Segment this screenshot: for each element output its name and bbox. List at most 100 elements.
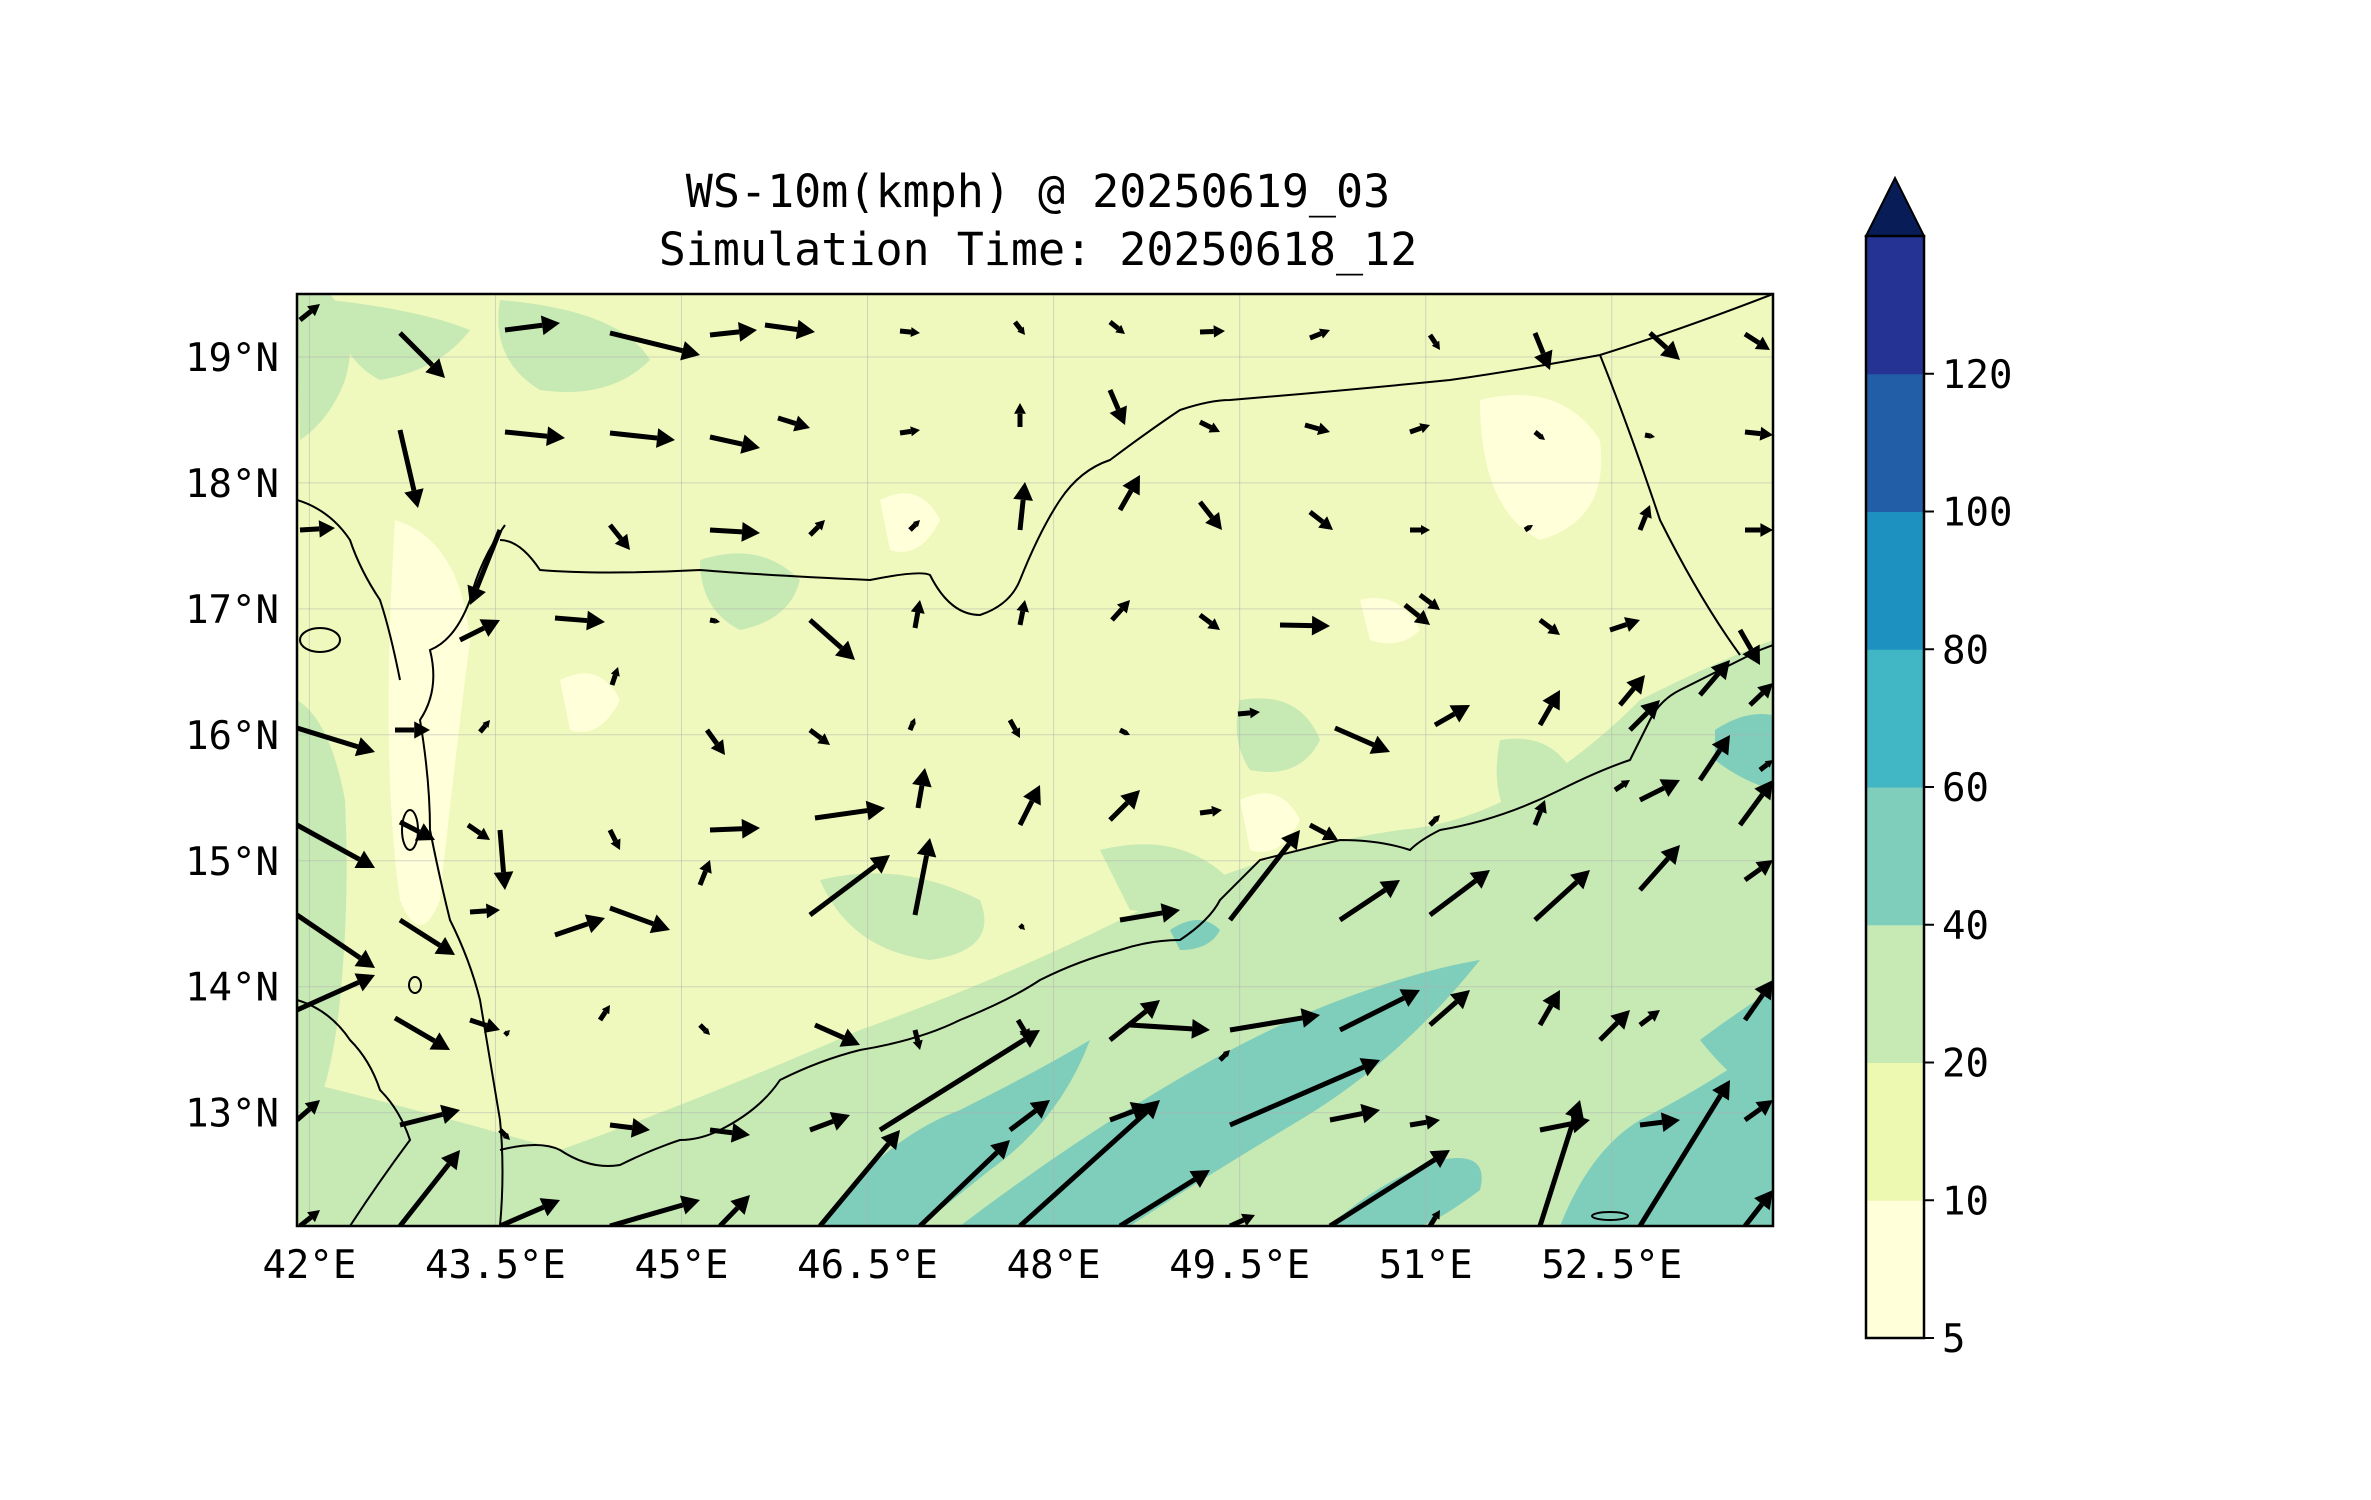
wind-vector-shaft xyxy=(299,526,320,533)
wind-vector-head xyxy=(1754,980,1773,1001)
wind-vector-head xyxy=(1016,600,1029,613)
wind-vector-head xyxy=(1189,1170,1210,1188)
wind-vector-head xyxy=(1205,511,1222,530)
wind-vector-head xyxy=(1319,328,1330,339)
wind-vector-head xyxy=(414,823,435,841)
wind-vector-shaft xyxy=(609,430,658,441)
wind-vector-head xyxy=(1711,735,1730,756)
wind-vector-head xyxy=(1626,675,1645,695)
wind-vector-head xyxy=(482,720,490,728)
wind-vector-shaft xyxy=(1199,328,1214,335)
wind-vector-head xyxy=(584,914,605,934)
wind-vector-shaft xyxy=(469,1017,488,1028)
wind-vector-head xyxy=(1542,990,1560,1011)
wind-vector-head xyxy=(601,1005,610,1015)
wind-vector-head xyxy=(1659,779,1680,797)
wind-vector-shaft xyxy=(609,330,684,354)
colorbar-segment xyxy=(1866,236,1924,375)
map-subtitle: Simulation Time: 20250618_12 xyxy=(658,223,1418,276)
wind-vector-shaft xyxy=(1433,711,1456,728)
colorbar-segment xyxy=(1866,373,1924,512)
wind-vector-head xyxy=(793,415,810,432)
wind-vector-head xyxy=(990,1140,1010,1160)
wind-vector-shaft xyxy=(1737,628,1754,651)
colorbar-tick-label: 100 xyxy=(1942,491,2012,536)
lon-tick-label: 45°E xyxy=(635,1243,729,1288)
wind-vector-head xyxy=(880,1130,900,1151)
wind-vector-shaft xyxy=(1537,704,1554,727)
wind-vector-head xyxy=(440,1104,460,1124)
wind-vector-head xyxy=(484,1018,500,1033)
wind-vector-shaft xyxy=(1638,856,1670,892)
wind-vector-shaft xyxy=(1409,1119,1427,1128)
wind-vector-shaft xyxy=(818,1142,891,1226)
wind-vector-head xyxy=(354,949,375,968)
wind-vector-shaft xyxy=(1017,499,1026,531)
wind-vector-shaft xyxy=(1698,672,1721,697)
wind-vector-head xyxy=(1421,525,1430,535)
wind-vector-shaft xyxy=(1427,333,1438,345)
wind-vector-head xyxy=(1710,660,1730,681)
wind-vector-shaft xyxy=(1237,710,1251,717)
wind-vector-shaft xyxy=(609,1122,633,1131)
wind-vector-head xyxy=(1029,1100,1050,1119)
wind-vector-shaft xyxy=(1007,718,1018,732)
wind-vector-head xyxy=(1124,730,1130,736)
lat-tick-label: 16°N xyxy=(185,714,279,759)
wind-vector-shaft xyxy=(393,1015,436,1044)
wind-vector-shaft xyxy=(1107,389,1121,411)
wind-vector-shaft xyxy=(709,826,743,833)
wind-vector-head xyxy=(1019,1030,1040,1048)
wind-vector-head xyxy=(1419,423,1430,434)
wind-vector-shaft xyxy=(809,1118,835,1133)
colorbar-segment xyxy=(1866,1062,1924,1201)
wind-vector-shaft xyxy=(899,328,912,335)
wind-vector-head xyxy=(586,610,605,631)
wind-vector-head xyxy=(1360,1103,1380,1124)
wind-vector-shaft xyxy=(698,1023,708,1033)
wind-vector-shaft xyxy=(764,322,798,332)
wind-vector-shaft xyxy=(1018,923,1025,930)
colorbar-segment xyxy=(1866,924,1924,1063)
wind-vector-shaft xyxy=(1523,525,1531,533)
wind-vector-shaft xyxy=(1308,510,1325,524)
wind-vector-shaft xyxy=(298,1215,313,1226)
wind-vector-shaft xyxy=(1609,622,1628,633)
wind-vector-shaft xyxy=(1129,1022,1193,1032)
wind-vector-head xyxy=(354,973,375,992)
wind-vector-head xyxy=(834,640,855,660)
wind-vector-shaft xyxy=(1743,1202,1764,1226)
wind-vector-shaft xyxy=(398,331,435,368)
wind-vector-head xyxy=(1211,805,1222,817)
wind-vector-head xyxy=(839,1028,860,1047)
wind-vector-head xyxy=(1659,340,1680,360)
map-gridlines xyxy=(297,294,1773,1226)
wind-vector-head xyxy=(710,739,725,755)
wind-vector-shaft xyxy=(1743,331,1761,345)
wind-vector-head xyxy=(1369,735,1390,754)
wind-vector-head xyxy=(912,1039,923,1050)
wind-vector-head xyxy=(1241,1213,1255,1226)
colorbar-tick-label: 20 xyxy=(1942,1042,1989,1087)
wind-vector-shaft xyxy=(1338,887,1387,923)
wind-vector-head xyxy=(630,1117,650,1138)
wind-vector-head xyxy=(476,827,490,840)
wind-vector-head xyxy=(1011,727,1020,738)
wind-vector-head xyxy=(1639,505,1652,519)
wind-vector-shaft xyxy=(1639,1119,1663,1128)
wind-vector-head xyxy=(539,1198,560,1217)
wind-vector-shaft xyxy=(1637,515,1648,531)
wind-vector-head xyxy=(1281,830,1300,851)
wind-vector-head xyxy=(354,850,375,868)
wind-vector-head xyxy=(429,1032,450,1050)
wind-vector-shaft xyxy=(554,615,588,624)
wind-vector-shaft xyxy=(1199,808,1213,816)
wind-vector-head xyxy=(909,718,916,725)
wind-vector-shaft xyxy=(709,527,743,535)
wind-vector-shaft xyxy=(814,808,868,821)
wind-vector-head xyxy=(479,619,500,637)
wind-vector-head xyxy=(1647,1010,1660,1022)
wind-vector-head xyxy=(1570,870,1590,890)
wind-vector-head xyxy=(1321,826,1338,841)
wind-vector-head xyxy=(1755,1100,1773,1116)
